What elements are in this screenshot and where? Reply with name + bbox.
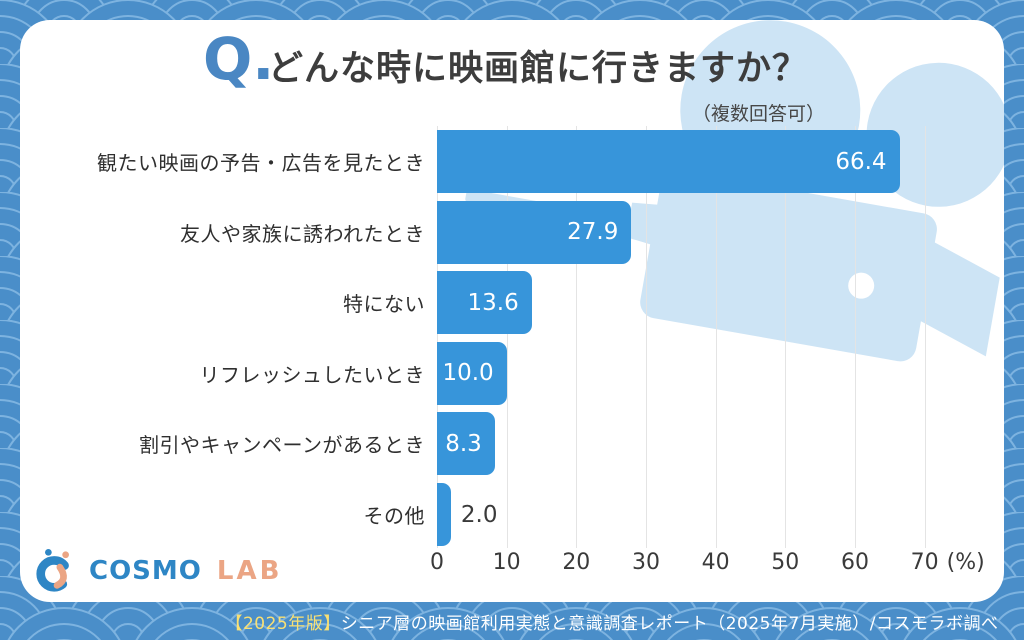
brand-name-cosmo: COSMO <box>89 556 202 586</box>
cosmo-lab-logo-icon <box>36 548 72 592</box>
bar: 8.3 <box>437 412 495 476</box>
footer-report-title: シニア層の映画館利用実態と意識調査レポート（2025年7月実施）/コスモラボ調べ <box>340 614 999 634</box>
x-axis-tick-label: 50 <box>771 550 800 575</box>
bar: 66.4 <box>437 130 900 193</box>
x-axis-tick-label: 30 <box>631 550 660 575</box>
multiple-answers-note: （複数回答可） <box>692 103 826 125</box>
bar-category-label: 特にない <box>343 292 425 317</box>
brand-name-lab: LAB <box>216 556 283 586</box>
x-axis-tick-label: 0 <box>430 550 444 575</box>
bar-category-label: 割引やキャンペーンがあるとき <box>139 433 425 458</box>
gridline <box>576 126 578 548</box>
bar: 27.9 <box>437 200 632 264</box>
bar: 13.6 <box>437 271 532 335</box>
bar: 10.0 <box>437 341 507 405</box>
bar <box>437 483 451 546</box>
x-axis-tick-label: 70 <box>910 550 939 575</box>
bar-category-label: リフレッシュしたいとき <box>199 362 425 387</box>
gridline <box>785 126 787 548</box>
x-axis-tick-label: 40 <box>701 550 730 575</box>
gridline <box>715 126 717 548</box>
page-title: どんな時に映画館に行きますか？ <box>268 49 809 89</box>
bar-value: 10.0 <box>442 360 494 387</box>
bar-value: 27.9 <box>567 219 619 246</box>
bar-value: 66.4 <box>835 148 887 175</box>
x-axis-tick-label: 20 <box>562 550 591 575</box>
gridline <box>437 126 438 548</box>
bar-value: 13.6 <box>467 289 519 316</box>
bar-category-label: 観たい映画の予告・広告を見たとき <box>97 151 425 175</box>
x-axis-tick-label: 60 <box>840 550 869 575</box>
footer-caption: 【2025年版】シニア層の映画館利用実態と意識調査レポート（2025年7月実施）… <box>0 609 1024 634</box>
gridline <box>645 126 647 548</box>
bar-value: 8.3 <box>445 430 482 457</box>
cosmo-lab-logo: COSMO LAB <box>34 548 282 594</box>
bar-category-label: その他 <box>363 504 425 528</box>
gridline <box>924 126 926 548</box>
question-mark-label: Q. <box>203 25 275 93</box>
gridline <box>506 126 508 548</box>
footer-year-badge: 【2025年版】 <box>225 614 341 634</box>
x-axis-unit-label: (%) <box>946 550 985 575</box>
bar-value: 2.0 <box>460 501 498 528</box>
bar-category-label: 友人や家族に誘われたとき <box>180 221 425 246</box>
gridline <box>854 126 856 548</box>
x-axis-tick-label: 10 <box>492 550 521 575</box>
